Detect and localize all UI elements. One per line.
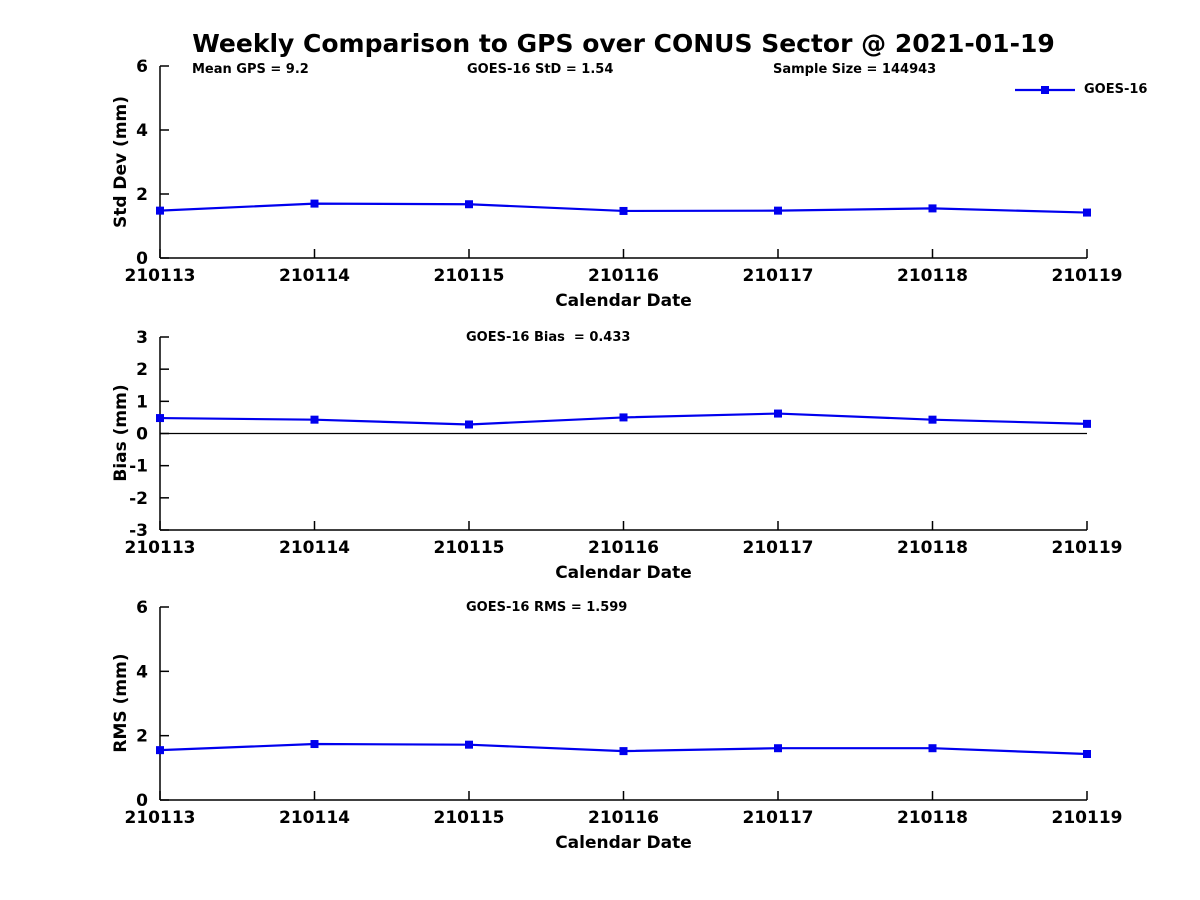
data-marker [465, 740, 473, 749]
x-tick-label: 210115 [434, 538, 505, 558]
x-tick-label: 210114 [279, 266, 350, 286]
x-tick-label: 210113 [125, 266, 196, 286]
x-tick-label: 210119 [1052, 266, 1123, 286]
x-tick-label: 210118 [897, 266, 968, 286]
subplot-bias: -3 -2 -1 0 1 2 3 210113 210114 210115 210116 210117… [125, 328, 1123, 583]
y-tick-label: 2 [136, 185, 148, 205]
data-marker [619, 413, 628, 422]
data-marker [310, 740, 319, 749]
x-tick-label: 210116 [588, 538, 659, 558]
x-tick-label: 210117 [743, 808, 814, 828]
data-marker [1083, 419, 1091, 428]
data-marker [310, 199, 319, 208]
y-tick-label: 0 [136, 425, 148, 445]
subplot-title-bias: GOES-16 Bias = 0.433 [466, 330, 631, 345]
x-tick-label: 210114 [279, 808, 350, 828]
data-marker [928, 415, 937, 424]
data-marker [619, 747, 628, 756]
y-tick-label: 0 [136, 791, 148, 811]
x-tick-label: 210117 [743, 266, 814, 286]
data-marker [619, 206, 628, 215]
figure-title: Weekly Comparison to GPS over CONUS Sect… [192, 29, 1055, 58]
x-tick-label: 210118 [897, 538, 968, 558]
y-tick-label: 6 [136, 57, 148, 77]
data-marker [310, 415, 319, 424]
x-tick-label: 210118 [897, 808, 968, 828]
subplot-stddev: 0 2 4 6 210113 210114 210115 210116 210117 210118… [125, 57, 1123, 311]
legend: GOES-16 [1013, 82, 1147, 97]
y-tick-label: 0 [136, 249, 148, 269]
y-tick-label: 4 [136, 121, 148, 141]
x-axis-title: Calendar Date [555, 833, 692, 853]
y-tick-label: 1 [136, 392, 148, 412]
annotation-std: GOES-16 StD = 1.54 [467, 62, 614, 77]
y-tick-label: 6 [136, 598, 148, 618]
x-tick-label: 210119 [1052, 538, 1123, 558]
x-tick-label: 210115 [434, 266, 505, 286]
data-marker [774, 744, 782, 753]
x-tick-label: 210113 [125, 808, 196, 828]
x-tick-label: 210119 [1052, 808, 1123, 828]
x-tick-label: 210115 [434, 808, 505, 828]
legend-line-marker-icon [1015, 85, 1075, 94]
data-marker [1083, 208, 1091, 217]
x-tick-label: 210116 [588, 808, 659, 828]
y-tick-label: 2 [136, 360, 148, 380]
y-tick-label: -2 [129, 489, 148, 509]
x-axis-title: Calendar Date [555, 563, 692, 583]
x-tick-label: 210117 [743, 538, 814, 558]
subplot-rms: 0 2 4 6 210113 210114 210115 210116 210117 210118… [125, 598, 1123, 853]
data-marker [928, 744, 937, 753]
annotation-sample-size: Sample Size = 144943 [773, 62, 937, 77]
data-marker [465, 200, 473, 209]
data-marker [156, 746, 164, 755]
y-tick-label: -3 [129, 521, 148, 541]
y-tick-label: -1 [129, 457, 148, 477]
data-marker [156, 206, 164, 215]
y-tick-label: 4 [136, 662, 148, 682]
annotation-mean-gps: Mean GPS = 9.2 [192, 62, 309, 77]
x-axis-title: Calendar Date [555, 291, 692, 311]
data-marker [1083, 750, 1091, 759]
x-tick-label: 210113 [125, 538, 196, 558]
legend-label: GOES-16 [1084, 82, 1148, 97]
data-marker [774, 409, 782, 418]
x-tick-label: 210116 [588, 266, 659, 286]
x-tick-label: 210114 [279, 538, 350, 558]
data-marker [928, 204, 937, 213]
data-marker [465, 420, 473, 429]
y-tick-label: 2 [136, 727, 148, 747]
data-marker [156, 414, 164, 423]
subplot-title-rms: GOES-16 RMS = 1.599 [466, 600, 628, 615]
data-marker [774, 206, 782, 215]
y-tick-label: 3 [136, 328, 148, 348]
